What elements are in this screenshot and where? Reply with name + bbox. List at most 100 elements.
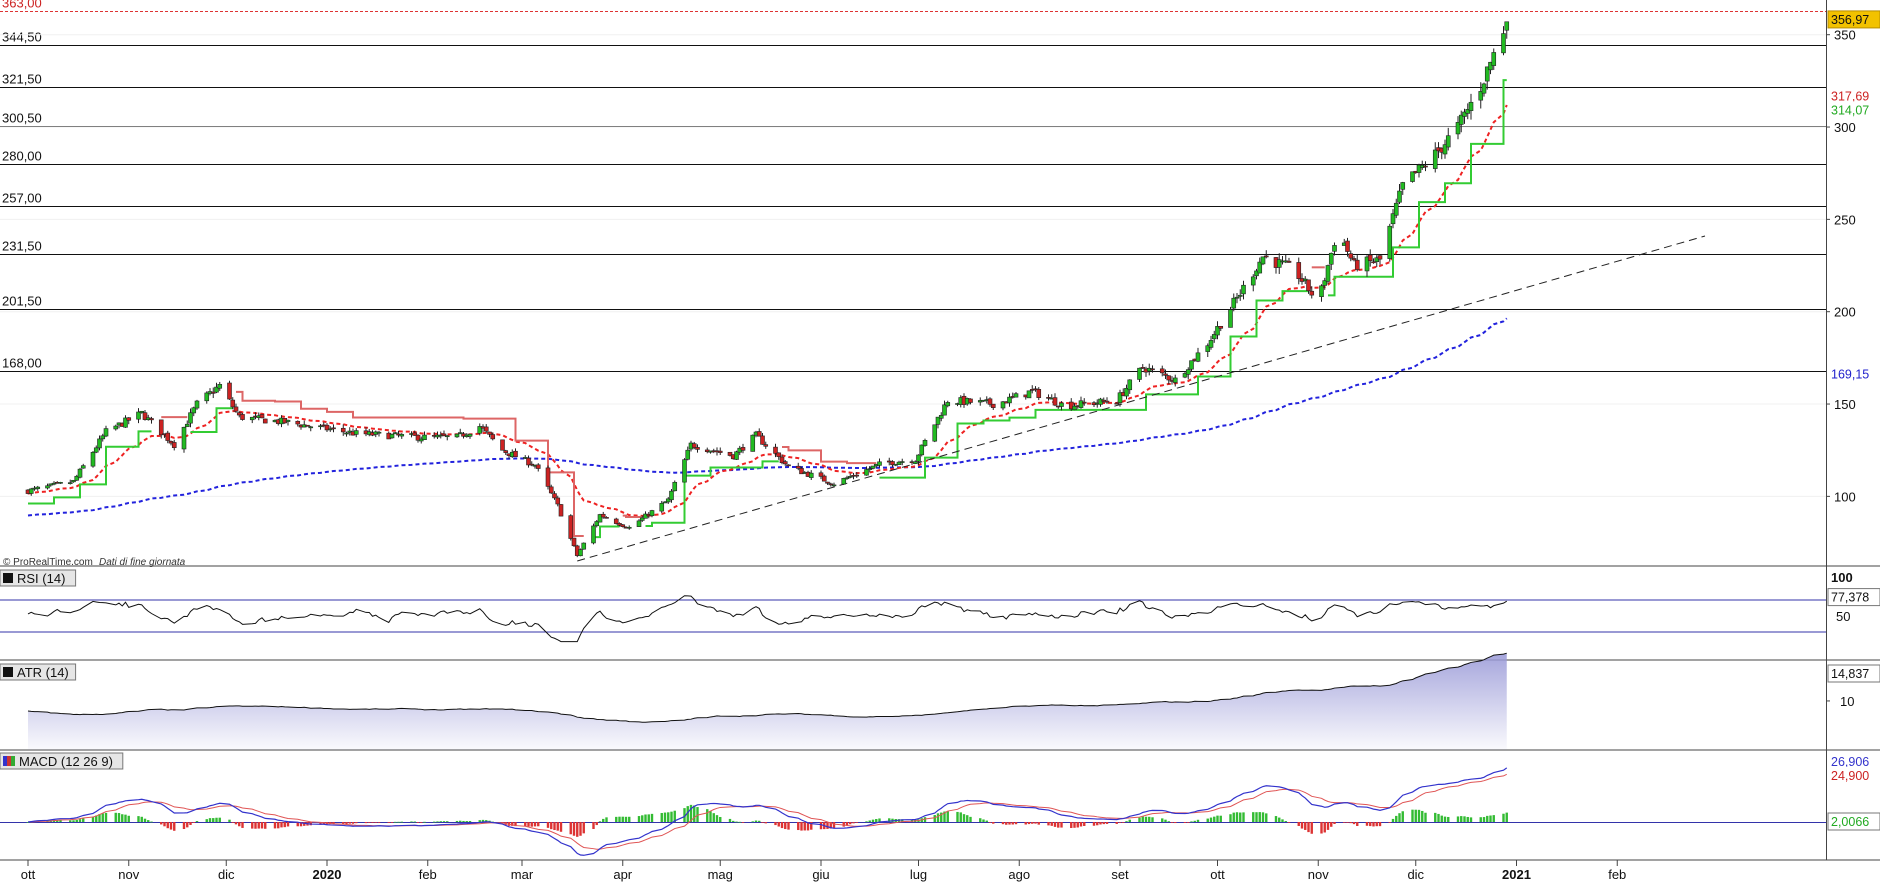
stop-line-green[interactable] (28, 430, 152, 505)
candle-body[interactable] (990, 403, 996, 408)
candle-body[interactable] (1137, 367, 1142, 380)
stop-line-red[interactable] (782, 445, 877, 465)
candle-body[interactable] (324, 424, 330, 431)
candle-body[interactable] (136, 411, 141, 420)
red-moving-average[interactable] (27, 104, 1508, 517)
candle-body[interactable] (415, 434, 421, 441)
candle-body[interactable] (1237, 294, 1243, 297)
candle-body[interactable] (1260, 256, 1266, 265)
candle-body[interactable] (236, 412, 242, 416)
candle-body[interactable] (734, 451, 739, 460)
candle-body[interactable] (594, 521, 600, 527)
candle-body[interactable] (1393, 202, 1399, 216)
candle-body[interactable] (639, 517, 645, 521)
candle-body[interactable] (233, 406, 239, 412)
candle-body[interactable] (890, 461, 895, 466)
stop-line-green[interactable] (593, 525, 620, 539)
atr-area[interactable] (28, 653, 1507, 750)
candle-body[interactable] (1218, 325, 1224, 329)
candle-body[interactable] (1501, 33, 1506, 54)
candle-body[interactable] (93, 447, 99, 453)
candle-body[interactable] (80, 465, 86, 469)
candle-body[interactable] (77, 468, 83, 478)
candle-body[interactable] (376, 431, 382, 434)
candle-body[interactable] (227, 382, 232, 400)
candle-body[interactable] (483, 426, 489, 432)
candle-body[interactable] (844, 477, 850, 480)
candle-body[interactable] (919, 444, 925, 456)
atr-panel[interactable]: ATR (14) 10 14,837 (0, 652, 1880, 750)
candle-body[interactable] (912, 461, 918, 464)
candle-body[interactable] (249, 416, 255, 421)
candle-body[interactable] (165, 432, 171, 441)
candle-body[interactable] (1078, 400, 1084, 408)
candle-body[interactable] (1351, 258, 1357, 261)
candle-body[interactable] (1504, 21, 1510, 31)
candle-body[interactable] (181, 426, 187, 450)
candle-body[interactable] (669, 490, 674, 501)
candle-body[interactable] (1127, 379, 1133, 391)
candle-body[interactable] (51, 482, 57, 485)
candle-body[interactable] (1189, 360, 1194, 370)
candle-body[interactable] (90, 452, 96, 467)
candle-body[interactable] (344, 432, 349, 435)
candle-body[interactable] (327, 428, 333, 431)
candle-body[interactable] (467, 433, 473, 437)
candle-body[interactable] (1104, 400, 1110, 403)
candle-body[interactable] (217, 384, 223, 389)
candle-body[interactable] (1306, 279, 1311, 292)
candle-body[interactable] (1390, 213, 1396, 225)
candle-body[interactable] (854, 474, 860, 477)
price-panel[interactable]: 363,00 344,50 321,50 300,50 280,00 257,00 231,… (0, 0, 1880, 562)
candle-body[interactable] (818, 472, 824, 477)
candle-body[interactable] (808, 472, 814, 478)
candle-body[interactable] (636, 520, 642, 527)
candle-body[interactable] (1241, 284, 1246, 295)
candle-body[interactable] (1026, 390, 1032, 399)
candle-body[interactable] (500, 439, 505, 451)
candle-body[interactable] (35, 486, 41, 489)
candle-body[interactable] (945, 402, 951, 407)
candle-body[interactable] (691, 443, 697, 448)
candle-body[interactable] (444, 435, 450, 438)
candle-body[interactable] (1445, 135, 1451, 148)
candle-body[interactable] (776, 452, 782, 457)
candle-body[interactable] (782, 461, 788, 465)
candle-body[interactable] (1468, 101, 1474, 111)
candle-body[interactable] (1150, 368, 1155, 371)
macd-signal-line[interactable] (27, 773, 1507, 850)
candle-body[interactable] (48, 483, 54, 486)
candle-body[interactable] (123, 417, 128, 428)
candle-body[interactable] (240, 414, 245, 420)
candle-body[interactable] (600, 513, 606, 518)
candle-body[interactable] (581, 542, 587, 550)
candle-body[interactable] (100, 435, 106, 440)
candle-body[interactable] (1481, 83, 1487, 94)
candle-body[interactable] (932, 424, 938, 442)
candle-body[interactable] (1465, 109, 1471, 114)
candle-body[interactable] (1234, 296, 1240, 299)
candle-body[interactable] (1254, 270, 1259, 277)
candle-body[interactable] (695, 447, 700, 450)
stop-line-green[interactable] (190, 407, 233, 434)
candle-body[interactable] (1423, 165, 1428, 168)
candle-body[interactable] (529, 463, 535, 466)
candle-body[interactable] (779, 456, 785, 464)
candle-body[interactable] (97, 438, 102, 449)
candle-body[interactable] (441, 433, 447, 436)
candle-body[interactable] (1374, 257, 1380, 263)
candle-body[interactable] (604, 517, 609, 519)
candle-body[interactable] (643, 513, 648, 519)
candle-body[interactable] (568, 515, 574, 539)
candle-body[interactable] (597, 514, 603, 523)
candle-body[interactable] (870, 465, 876, 469)
candle-body[interactable] (259, 414, 265, 419)
candle-body[interactable] (548, 486, 554, 494)
candle-body[interactable] (1185, 369, 1191, 375)
candle-body[interactable] (620, 524, 626, 527)
candle-body[interactable] (825, 481, 830, 484)
candle-body[interactable] (103, 428, 109, 437)
candle-body[interactable] (727, 451, 733, 456)
candle-body[interactable] (1488, 61, 1493, 71)
candle-body[interactable] (685, 449, 691, 460)
